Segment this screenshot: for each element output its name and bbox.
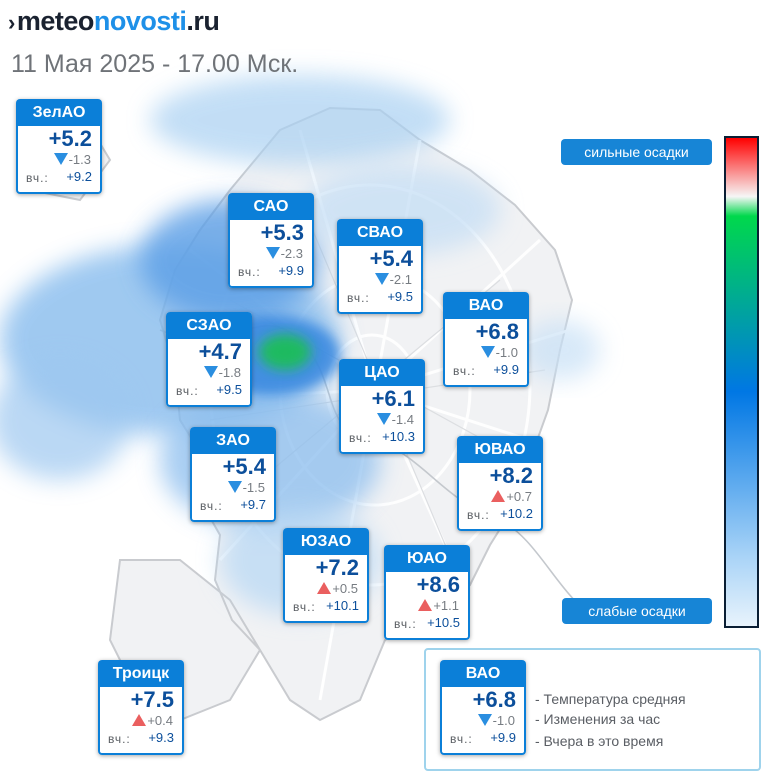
district-name: ЗАО xyxy=(190,427,276,454)
yesterday-label: вч.: xyxy=(450,732,473,746)
yesterday-temperature: +9.3 xyxy=(148,730,174,745)
logo-text-domain: .ru xyxy=(186,6,220,36)
district-card-cao: ЦАО +6.1 -1.4 вч.: +10.3 xyxy=(339,359,425,454)
trend-up-icon xyxy=(418,599,433,611)
hourly-change: -1.0 xyxy=(492,713,515,728)
trend-down-icon xyxy=(477,714,492,726)
hourly-change: -1.0 xyxy=(495,345,518,360)
district-name: ЗелАО xyxy=(16,99,102,126)
district-card-szao: СЗАО +4.7 -1.8 вч.: +9.5 xyxy=(166,312,252,407)
scale-label-light: слабые осадки xyxy=(562,598,712,624)
trend-up-icon xyxy=(491,490,506,502)
yesterday-label: вч.: xyxy=(394,617,417,631)
yesterday-label: вч.: xyxy=(238,265,261,279)
yesterday-label: вч.: xyxy=(453,364,476,378)
district-name: ЮАО xyxy=(384,545,470,572)
trend-down-icon xyxy=(376,413,391,425)
forecast-datetime: 11 Мая 2025 - 17.00 Мск. xyxy=(11,50,299,78)
trend-up-icon xyxy=(317,582,332,594)
trend-down-icon xyxy=(480,346,495,358)
district-name: ЮВАО xyxy=(457,436,543,463)
average-temperature: +6.8 xyxy=(475,319,519,344)
average-temperature: +5.4 xyxy=(369,246,413,271)
precipitation-intensity-scale xyxy=(724,136,759,628)
site-logo: ›meteonovosti.ru xyxy=(8,6,220,37)
district-name: Троицк xyxy=(98,660,184,687)
hourly-change: -1.5 xyxy=(242,480,265,495)
yesterday-temperature: +9.5 xyxy=(216,382,242,397)
yesterday-label: вч.: xyxy=(108,732,131,746)
yesterday-temperature: +9.2 xyxy=(66,169,92,184)
district-name: ВАО xyxy=(443,292,529,319)
hourly-change: +0.7 xyxy=(506,489,532,504)
hourly-change: +1.1 xyxy=(433,598,459,613)
hourly-change: -2.1 xyxy=(389,272,412,287)
district-name: ЮЗАО xyxy=(283,528,369,555)
yesterday-temperature: +10.2 xyxy=(500,506,533,521)
average-temperature: +8.6 xyxy=(416,572,460,597)
trend-down-icon xyxy=(374,273,389,285)
hourly-change: -1.8 xyxy=(218,365,241,380)
district-card-yuao: ЮАО +8.6 +1.1 вч.: +10.5 xyxy=(384,545,470,640)
yesterday-temperature: +10.1 xyxy=(326,598,359,613)
district-name: СЗАО xyxy=(166,312,252,339)
yesterday-label: вч.: xyxy=(347,291,370,305)
trend-up-icon xyxy=(132,714,147,726)
yesterday-temperature: +9.5 xyxy=(387,289,413,304)
trend-down-icon xyxy=(227,481,242,493)
district-card-troitsk: Троицк +7.5 +0.4 вч.: +9.3 xyxy=(98,660,184,755)
district-card-vao: ВАО +6.8 -1.0 вч.: +9.9 xyxy=(443,292,529,387)
logo-mark: › xyxy=(8,10,15,35)
average-temperature: +8.2 xyxy=(489,463,533,488)
average-temperature: +6.1 xyxy=(371,386,415,411)
logo-text-meteo: meteo xyxy=(16,6,95,36)
district-name: ЦАО xyxy=(339,359,425,386)
trend-down-icon xyxy=(265,247,280,259)
average-temperature: +4.7 xyxy=(198,339,242,364)
hourly-change: +0.4 xyxy=(147,713,173,728)
logo-text-novosti: novosti xyxy=(93,6,187,36)
yesterday-temperature: +9.9 xyxy=(493,362,519,377)
yesterday-temperature: +9.9 xyxy=(278,263,304,278)
average-temperature: +5.2 xyxy=(48,126,92,151)
district-name: СВАО xyxy=(337,219,423,246)
average-temperature: +5.3 xyxy=(260,220,304,245)
scale-label-heavy: сильные осадки xyxy=(561,139,712,165)
district-card-sao: САО +5.3 -2.3 вч.: +9.9 xyxy=(228,193,314,288)
district-card-yuzao: ЮЗАО +7.2 +0.5 вч.: +10.1 xyxy=(283,528,369,623)
yesterday-label: вч.: xyxy=(467,508,490,522)
hourly-change: -2.3 xyxy=(280,246,303,261)
yesterday-label: вч.: xyxy=(26,171,49,185)
legend-example-card: ВАО +6.8 -1.0 вч.: +9.9 xyxy=(440,660,526,755)
yesterday-label: вч.: xyxy=(200,499,223,513)
average-temperature: +5.4 xyxy=(222,454,266,479)
hourly-change: +0.5 xyxy=(332,581,358,596)
district-card-yuvao: ЮВАО +8.2 +0.7 вч.: +10.2 xyxy=(457,436,543,531)
average-temperature: +6.8 xyxy=(472,687,516,712)
average-temperature: +7.5 xyxy=(130,687,174,712)
district-card-zao: ЗАО +5.4 -1.5 вч.: +9.7 xyxy=(190,427,276,522)
yesterday-temperature: +10.5 xyxy=(427,615,460,630)
yesterday-label: вч.: xyxy=(176,384,199,398)
hourly-change: -1.3 xyxy=(68,152,91,167)
yesterday-label: вч.: xyxy=(349,431,372,445)
yesterday-label: вч.: xyxy=(293,600,316,614)
yesterday-temperature: +9.7 xyxy=(240,497,266,512)
average-temperature: +7.2 xyxy=(315,555,359,580)
trend-down-icon xyxy=(53,153,68,165)
district-name: САО xyxy=(228,193,314,220)
legend-line-average-temperature: - Температура средняя xyxy=(535,691,686,707)
trend-down-icon xyxy=(203,366,218,378)
district-name: ВАО xyxy=(440,660,526,687)
yesterday-temperature: +9.9 xyxy=(490,730,516,745)
yesterday-temperature: +10.3 xyxy=(382,429,415,444)
district-card-zelao: ЗелАО +5.2 -1.3 вч.: +9.2 xyxy=(16,99,102,194)
legend-line-yesterday: - Вчера в это время xyxy=(535,733,664,749)
hourly-change: -1.4 xyxy=(391,412,414,427)
district-card-svao: СВАО +5.4 -2.1 вч.: +9.5 xyxy=(337,219,423,314)
legend-line-hourly-change: - Изменения за час xyxy=(535,711,661,727)
